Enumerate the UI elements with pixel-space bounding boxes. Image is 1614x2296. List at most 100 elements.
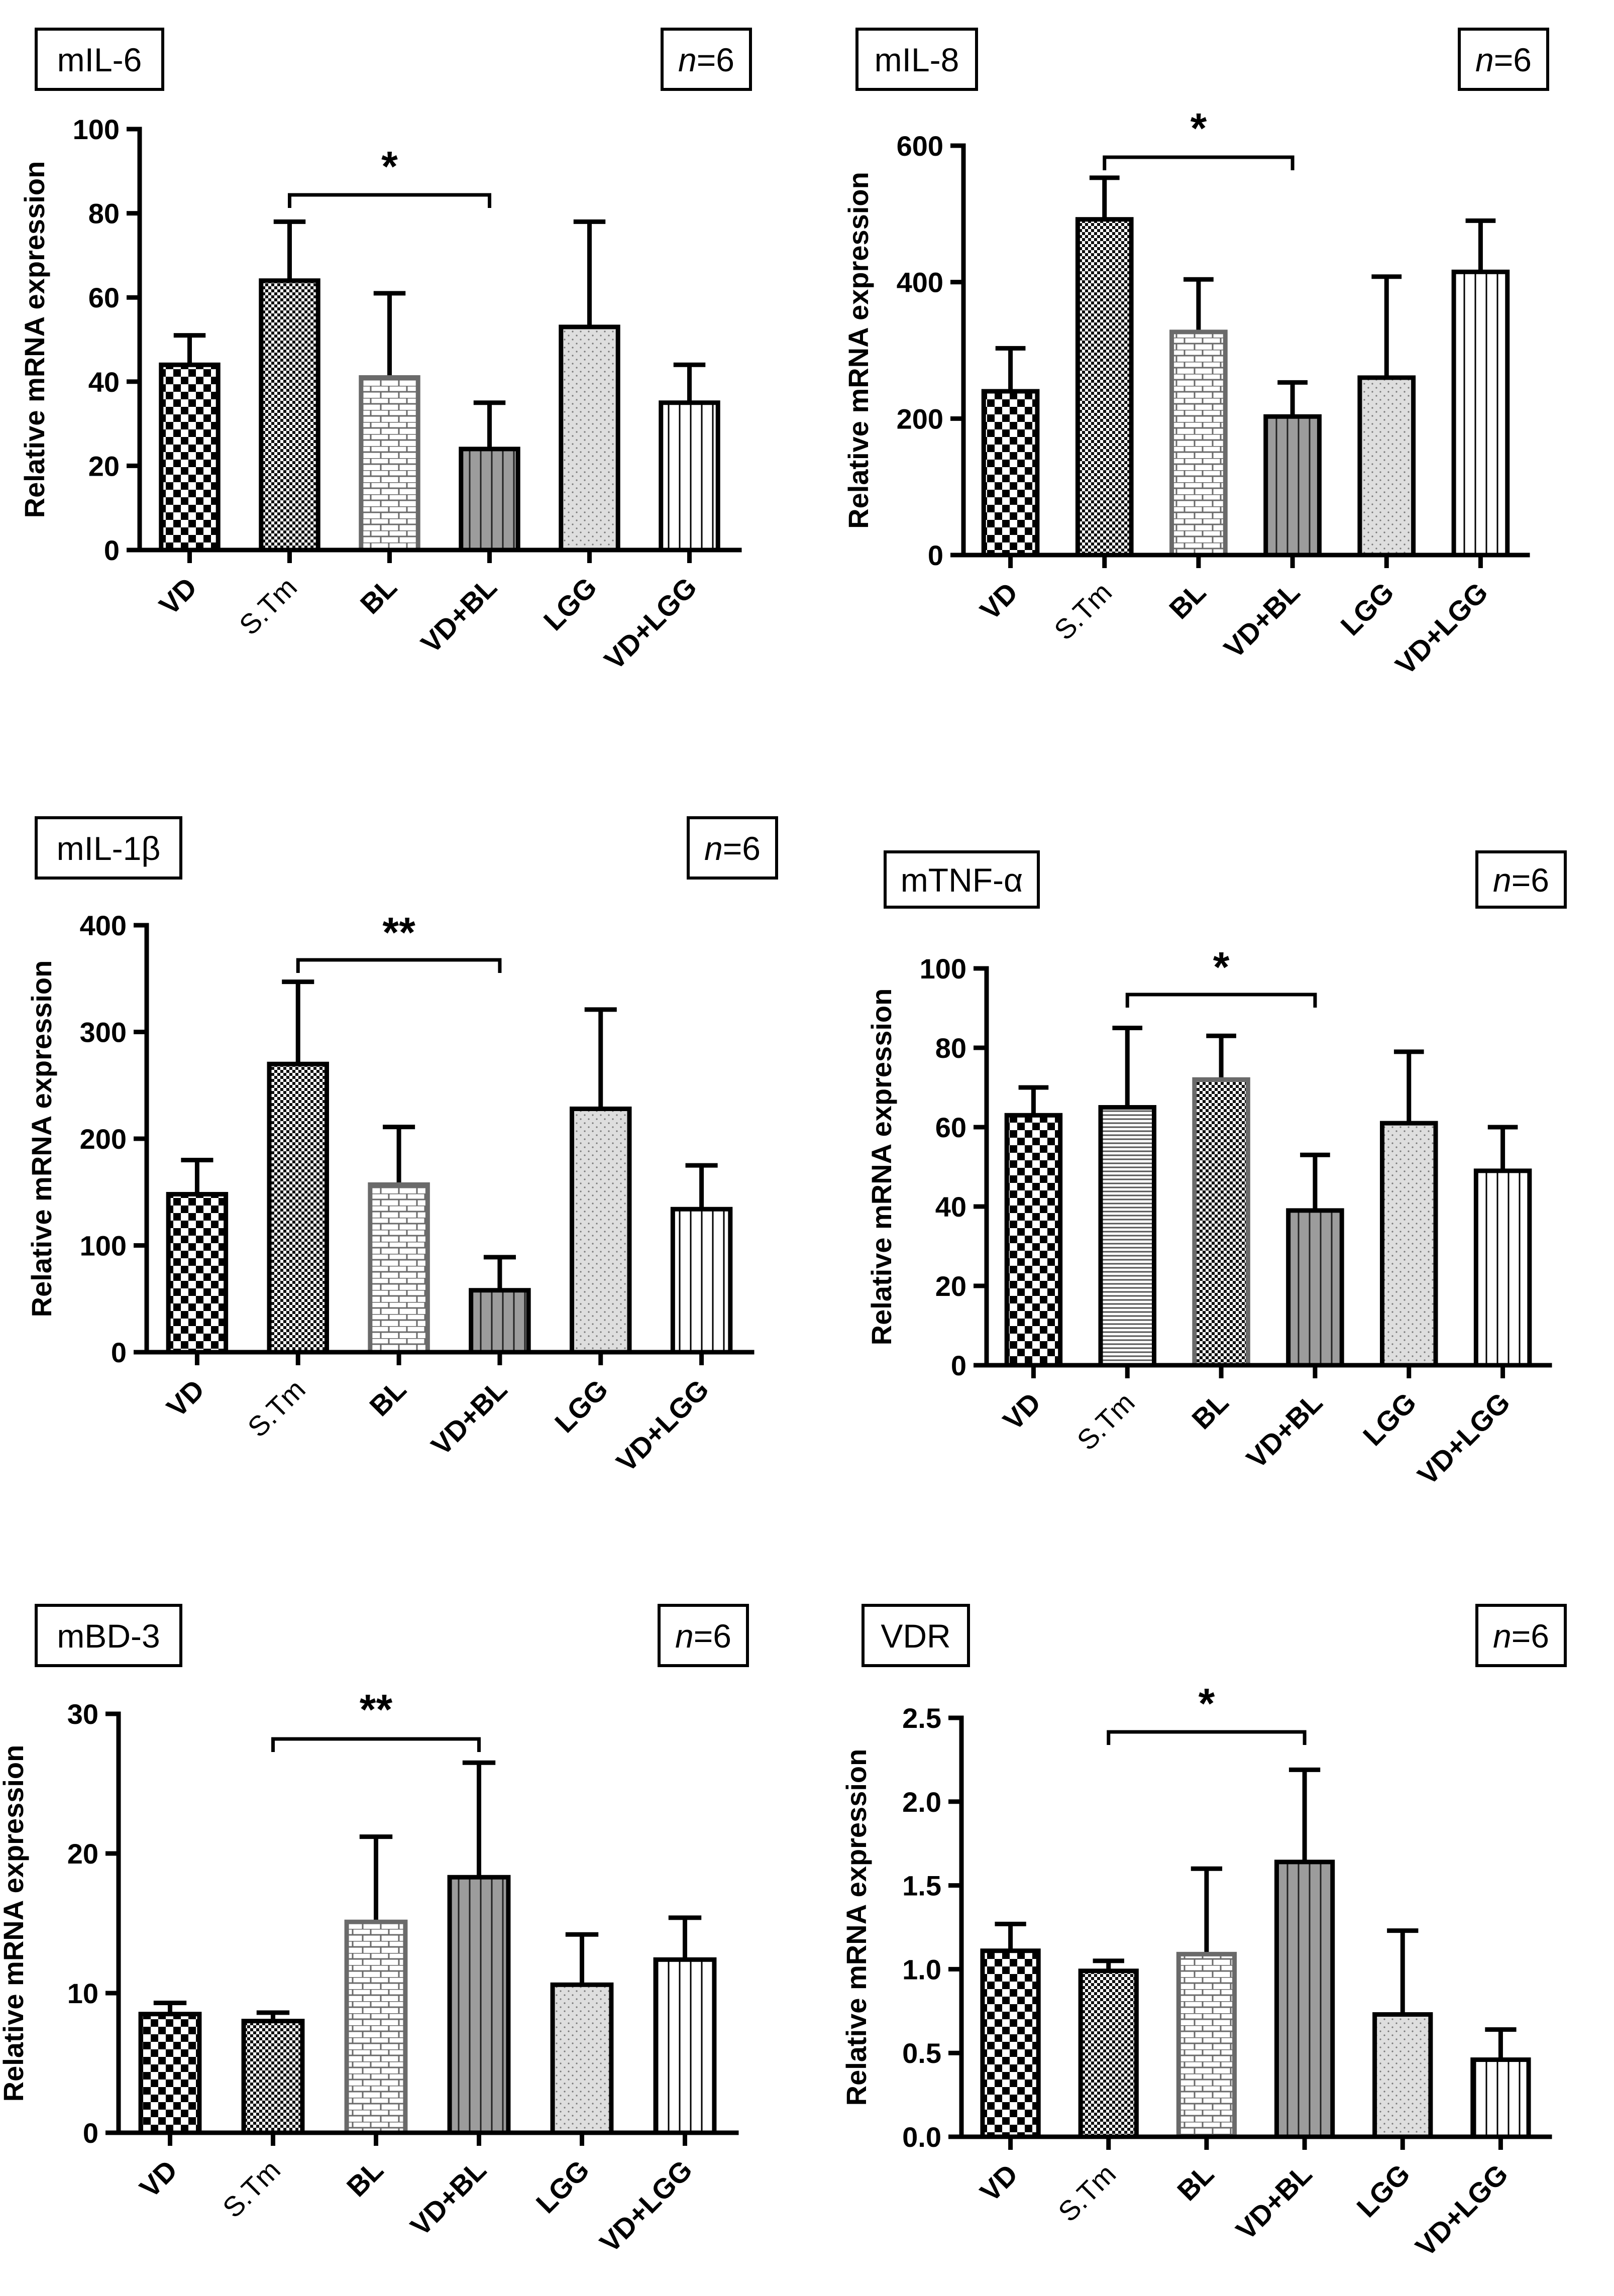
x-category-label: VD: [133, 2154, 183, 2204]
chart-panel: mBD-3 n=6 Relative mRNA expression 0 10 20 30 V…: [0, 1604, 749, 2258]
axes: [137, 127, 742, 553]
y-tick-label: 0.0: [902, 2121, 941, 2153]
bar: [159, 362, 221, 553]
x-category-label: LGG: [549, 1373, 614, 1439]
axes: [984, 966, 1552, 1368]
x-category-label: VD: [153, 571, 203, 621]
sample-size-label: n=6: [675, 1617, 731, 1655]
x-category-label: VD: [160, 1373, 210, 1424]
x-category-label: VD+BL: [1240, 1386, 1328, 1474]
significance-bracket: [296, 958, 502, 973]
x-category-label: VD+BL: [404, 2154, 492, 2242]
chart-title: mIL-6: [57, 41, 142, 78]
x-category-label: S.Tm: [1052, 2158, 1122, 2228]
y-tick-label: 20: [88, 450, 120, 482]
y-tick-label: 80: [935, 1032, 966, 1064]
chart-title-box: [35, 1604, 182, 1667]
x-category-label: LGG: [1357, 1386, 1422, 1452]
x-category-label: S.Tm: [1048, 576, 1118, 646]
bar: [1176, 1951, 1237, 2139]
y-tick-label: 0: [111, 1337, 127, 1368]
bar: [981, 389, 1040, 558]
y-tick-label: 0: [83, 2117, 98, 2149]
y-tick-label: 0.5: [902, 2037, 941, 2069]
y-tick-label: 100: [73, 114, 120, 145]
sample-size-box: [1458, 28, 1549, 91]
y-tick-label: 60: [935, 1112, 966, 1143]
x-category-label: LGG: [530, 2154, 595, 2219]
y-tick-label: 80: [88, 198, 120, 230]
chart-title-box: [884, 850, 1040, 909]
x-category-label: BL: [354, 571, 403, 620]
sample-size-box: [661, 28, 752, 91]
x-category-label: VD+LGG: [1412, 1386, 1516, 1491]
significance-marker: *: [1213, 943, 1230, 991]
significance-bracket: [271, 1737, 481, 1752]
bar: [570, 1107, 632, 1355]
y-tick-label: 20: [935, 1270, 966, 1302]
y-tick-label: 1.0: [902, 1953, 941, 1985]
bar: [1192, 1077, 1250, 1368]
x-category-label: VD+LGG: [1409, 2158, 1514, 2262]
x-category-label: VD+LGG: [594, 2154, 698, 2258]
chart-panel: mIL-8 n=6 Relative mRNA expression 0 200 400 6…: [842, 28, 1549, 681]
y-tick-label: 100: [920, 953, 966, 985]
x-category-label: VD+LGG: [598, 571, 703, 676]
sample-size-label: n=6: [678, 41, 734, 78]
bar: [1357, 375, 1416, 558]
bar: [259, 278, 320, 553]
axes: [961, 143, 1530, 558]
x-category-label: VD: [974, 576, 1024, 626]
x-category-label: BL: [363, 1373, 412, 1422]
y-tick-label: 400: [80, 910, 127, 941]
x-category-label: BL: [1171, 2158, 1220, 2207]
chart-panel: VDR n=6 Relative mRNA expression 0.0 0.5 1.0 1…: [840, 1604, 1567, 2262]
x-category-label: VD: [974, 2158, 1024, 2208]
sample-size-label: n=6: [1475, 41, 1532, 78]
bar: [1263, 414, 1322, 558]
chart-panel: mIL-6 n=6 Relative mRNA expression 0 20 40 60 8…: [19, 28, 752, 676]
x-category-label: BL: [1163, 576, 1212, 625]
significance-marker: **: [382, 909, 415, 956]
bar: [1380, 1121, 1438, 1368]
x-category-label: VD+LGG: [1389, 576, 1493, 681]
y-tick-label: 40: [935, 1191, 966, 1223]
x-category-label: BL: [341, 2154, 389, 2203]
x-category-label: VD+BL: [415, 571, 503, 659]
x-category-label: LGG: [537, 571, 603, 636]
significance-bracket: [288, 193, 491, 208]
y-axis-label: Relative mRNA expression: [19, 161, 50, 518]
y-tick-label: 30: [67, 1698, 98, 1730]
chart-title-box: [862, 1604, 970, 1667]
bar: [241, 2019, 305, 2135]
bar: [559, 324, 620, 553]
bar: [1075, 217, 1134, 558]
bar: [344, 1919, 408, 2135]
y-axis-label: Relative mRNA expression: [842, 172, 874, 529]
sample-size-label: n=6: [704, 830, 761, 867]
chart-title: mBD-3: [57, 1617, 160, 1655]
y-tick-label: 0: [928, 539, 943, 571]
x-category-label: VD+BL: [1230, 2158, 1318, 2246]
chart-title-box: [855, 28, 978, 91]
x-category-label: LGG: [1334, 576, 1400, 641]
chart-title: mIL-8: [875, 41, 959, 78]
sample-size-label: n=6: [1493, 1617, 1549, 1655]
bar: [670, 1207, 733, 1355]
bar: [447, 1875, 511, 2135]
y-tick-label: 400: [897, 267, 943, 298]
bar: [1451, 269, 1510, 558]
bar: [980, 1948, 1041, 2139]
chart-title-box: [35, 816, 182, 880]
axes: [116, 1711, 739, 2135]
sample-size-box: [658, 1604, 749, 1667]
axes: [144, 923, 755, 1355]
significance-bracket: [1125, 993, 1317, 1008]
chart-title-box: [35, 28, 164, 91]
y-axis-label: Relative mRNA expression: [866, 989, 897, 1346]
significance-marker: *: [1191, 104, 1207, 152]
y-tick-label: 10: [67, 1978, 98, 2009]
y-tick-label: 2.5: [902, 1702, 941, 1734]
bar: [1286, 1208, 1344, 1368]
